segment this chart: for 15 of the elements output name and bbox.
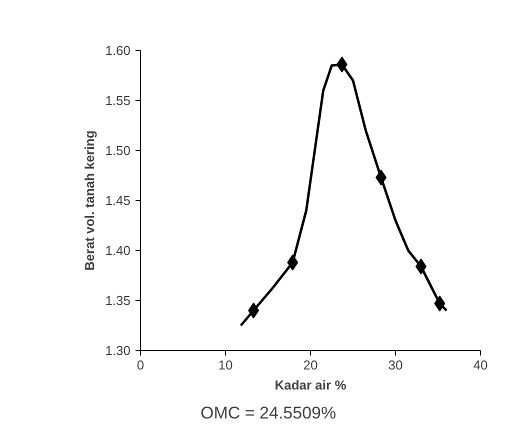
y-tick-label: 1.45 (105, 193, 131, 208)
y-tick-label: 1.30 (105, 343, 131, 358)
x-tick-label: 30 (388, 358, 403, 372)
x-tick-label: 20 (303, 358, 318, 372)
y-tick-label: 1.50 (105, 143, 131, 158)
y-tick-label: 1.55 (105, 93, 131, 108)
y-tick-label: 1.40 (105, 243, 131, 258)
y-axis-title: Berat vol. tanah kering (82, 130, 98, 271)
y-tick-label: 1.35 (105, 293, 131, 308)
x-axis-title: Kadar air % (274, 378, 347, 392)
x-tick-label: 10 (218, 358, 233, 372)
x-tick-label: 40 (473, 358, 488, 372)
x-tick-label: 0 (136, 358, 144, 372)
text: OMC = 24.5509% (200, 404, 336, 422)
y-tick-label: 1.60 (105, 43, 131, 58)
